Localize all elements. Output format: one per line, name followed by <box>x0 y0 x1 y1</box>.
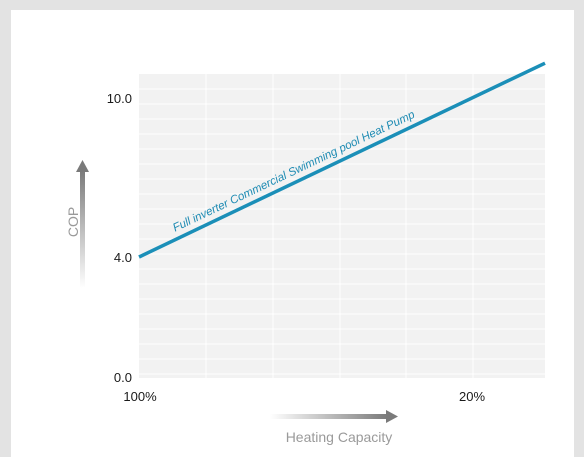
x-tick-label: 100% <box>123 389 157 404</box>
y-axis-arrow-shaft <box>80 170 85 288</box>
series-line <box>138 61 546 259</box>
x-axis-title: Heating Capacity <box>286 429 393 445</box>
x-tick-label: 20% <box>459 389 485 404</box>
x-axis-arrow-head <box>386 410 398 423</box>
y-tick-label: 0.0 <box>114 370 132 385</box>
y-axis-title: COP <box>65 207 81 237</box>
grid-lines <box>139 74 545 378</box>
y-tick-label: 10.0 <box>107 91 132 106</box>
x-axis-arrow-shaft <box>270 414 388 419</box>
y-tick-label: 4.0 <box>114 250 132 265</box>
y-axis-arrow-head <box>76 160 89 172</box>
